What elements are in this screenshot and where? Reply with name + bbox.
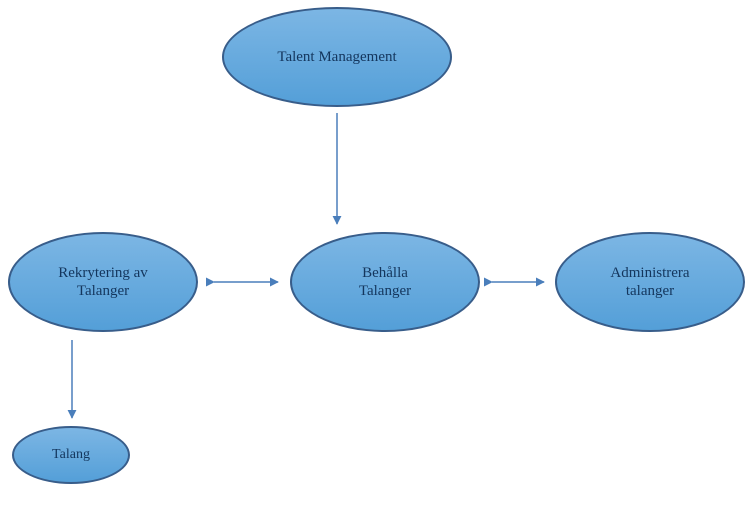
diagram-canvas: { "diagram": { "type": "flowchart", "bac… [0, 0, 754, 512]
node-label: Administreratalanger [610, 264, 689, 300]
node-label: Rekrytering avTalanger [58, 264, 148, 300]
node-label: Talent Management [277, 48, 396, 66]
node-label: Talang [52, 447, 90, 464]
node-label: BehållaTalanger [359, 264, 411, 300]
node-talang: Talang [12, 426, 130, 484]
node-talent-management: Talent Management [222, 7, 452, 107]
node-administrera-talanger: Administreratalanger [555, 232, 745, 332]
node-rekrytering-talanger: Rekrytering avTalanger [8, 232, 198, 332]
node-behalla-talanger: BehållaTalanger [290, 232, 480, 332]
